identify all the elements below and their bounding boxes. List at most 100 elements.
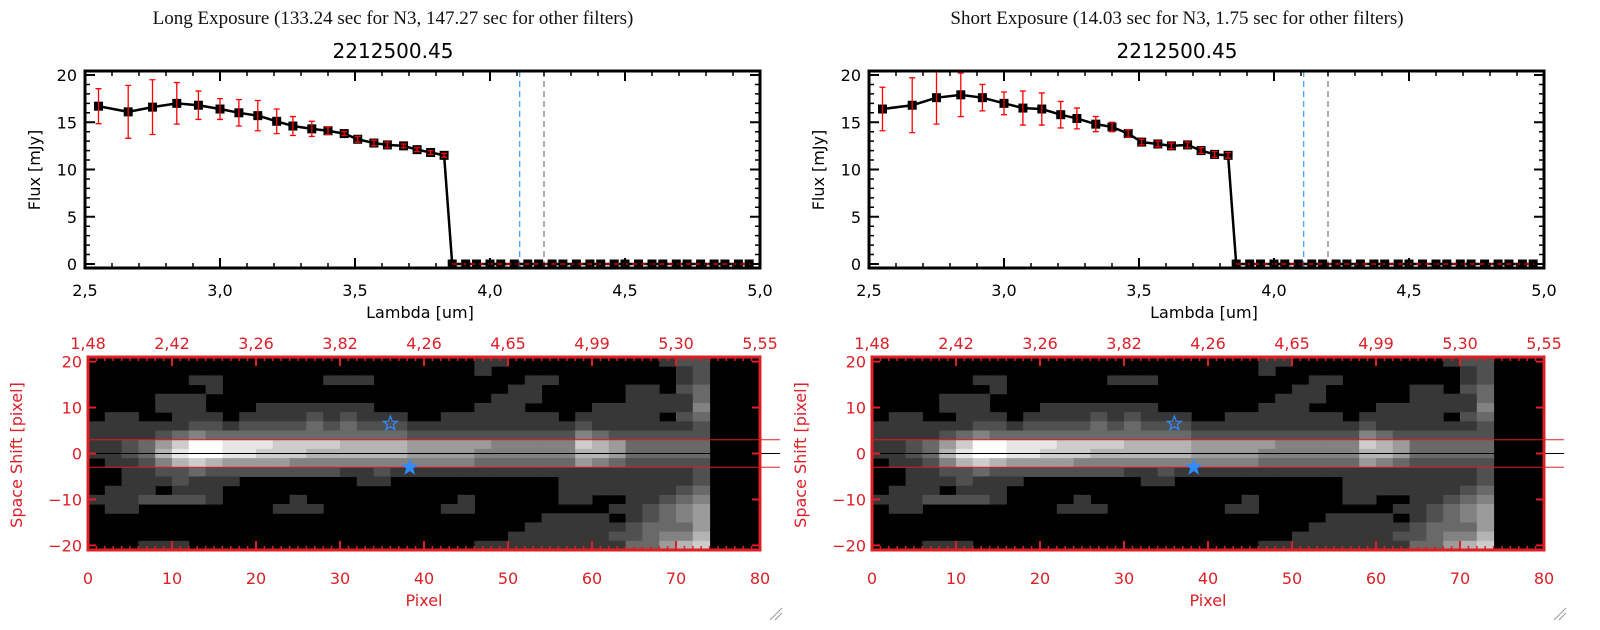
image-pixel: [872, 494, 890, 505]
image-pixel: [659, 402, 677, 413]
panel-title: Short Exposure (14.03 sec for N3, 1.75 s…: [950, 8, 1403, 29]
image-pixel: [972, 476, 991, 487]
image-pixel: [1409, 439, 1427, 450]
image-pixel: [88, 430, 106, 441]
data-point: [1517, 259, 1527, 269]
image-pixel: [1292, 439, 1310, 450]
image-pixel: [491, 458, 509, 468]
image-pixel: [1460, 467, 1478, 477]
error-bar: [235, 98, 242, 127]
image-pixel: [1241, 412, 1259, 422]
top-wavelength-label: 3,26: [1022, 334, 1058, 353]
x-axis-label: Lambda [um]: [366, 303, 474, 322]
image-pixel: [138, 467, 156, 477]
top-wavelength-label: 2,42: [938, 334, 974, 353]
image-pixel: [1325, 513, 1343, 523]
image-pixel: [1308, 421, 1327, 432]
image-pixel: [524, 522, 543, 533]
image-pixel: [1157, 421, 1175, 432]
image-pixel: [558, 494, 576, 505]
image-pixel: [1460, 412, 1478, 422]
y-tick-label: 0: [72, 445, 82, 464]
resize-grip-icon[interactable]: [1553, 607, 1567, 621]
image-pixel: [1258, 430, 1276, 441]
image-pixel: [939, 402, 957, 413]
image-pixel: [1258, 402, 1276, 413]
image-pixel: [659, 393, 677, 404]
image-pixel: [508, 430, 526, 441]
image-pixel: [692, 393, 711, 404]
image-pixel: [956, 393, 974, 404]
image-pixel: [491, 402, 509, 413]
y-tick-label: 10: [846, 399, 866, 418]
image-pixel: [205, 467, 223, 477]
image-pixel: [1023, 421, 1041, 432]
image-pixel: [939, 467, 957, 477]
image-pixel: [692, 540, 711, 551]
image-pixel: [1476, 439, 1495, 450]
image-pixel: [1476, 531, 1495, 542]
image-pixel: [1325, 531, 1343, 542]
image-pixel: [356, 421, 375, 432]
image-pixel: [390, 439, 408, 450]
image-pixel: [1476, 393, 1495, 404]
image-pixel: [642, 504, 660, 514]
image-pixel: [1308, 393, 1327, 404]
image-pixel: [558, 476, 576, 487]
image-pixel: [1359, 531, 1377, 542]
image-pixel: [356, 375, 375, 386]
image-pixel: [121, 504, 139, 514]
image-pixel: [1359, 540, 1377, 551]
image-pixel: [1124, 458, 1142, 468]
image-pixel: [1006, 421, 1024, 432]
image-pixel: [1426, 494, 1444, 505]
image-pixel: [1224, 439, 1243, 450]
image-pixel: [222, 476, 240, 487]
y-axis-label: Flux [mJy]: [25, 130, 44, 211]
image-pixel: [659, 357, 677, 367]
image-pixel: [972, 412, 991, 422]
image-pixel: [922, 430, 940, 441]
image-pixel: [905, 485, 923, 496]
image-pixel: [692, 384, 711, 395]
image-pixel: [1426, 513, 1444, 523]
image-pixel: [222, 458, 240, 468]
image-pixel: [104, 412, 123, 422]
image-pixel: [390, 430, 408, 441]
data-point: [534, 259, 544, 269]
image-pixel: [1325, 540, 1343, 551]
image-pixel: [692, 531, 711, 542]
image-pixel: [155, 393, 173, 404]
image-pixel: [1308, 375, 1327, 386]
data-point: [1256, 259, 1265, 269]
image-pixel: [1090, 467, 1108, 477]
y-tick-label: −10: [832, 490, 866, 509]
image-pixel: [575, 458, 593, 468]
image-pixel: [1308, 430, 1327, 441]
image-pixel: [121, 494, 139, 505]
image-pixel: [340, 375, 358, 386]
image-pixel: [1258, 366, 1276, 376]
image-pixel: [575, 485, 593, 496]
image-pixel: [155, 494, 173, 505]
resize-grip-icon[interactable]: [769, 607, 783, 621]
image-pixel: [575, 531, 593, 542]
image-pixel: [1275, 393, 1293, 404]
image-pixel: [256, 458, 274, 468]
image-pixel: [692, 375, 711, 386]
image-pixel: [1292, 412, 1310, 422]
image-pixel: [491, 393, 509, 404]
image-pixel: [1460, 494, 1478, 505]
top-wavelength-label: 3,82: [1106, 334, 1142, 353]
y-tick-label: −20: [48, 536, 82, 555]
image-pixel: [1107, 412, 1125, 422]
x-tick-label: 4,5: [1396, 281, 1421, 300]
data-point: [1293, 259, 1303, 269]
image-pixel: [972, 439, 991, 450]
image-pixel: [541, 467, 559, 477]
image-pixel: [457, 421, 475, 432]
image-pixel: [1409, 458, 1427, 468]
image-pixel: [1292, 540, 1310, 551]
image-pixel: [676, 513, 694, 523]
image-pixel: [939, 421, 957, 432]
